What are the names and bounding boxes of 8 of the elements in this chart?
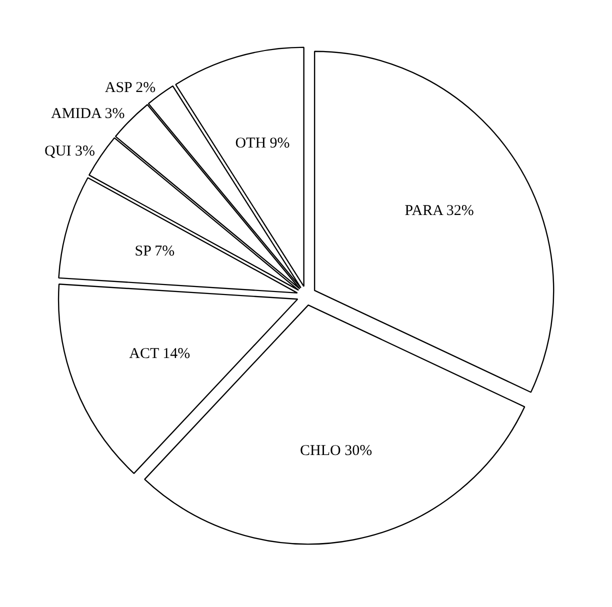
slice-label: AMIDA 3% (51, 106, 125, 122)
slice-label: QUI 3% (44, 143, 95, 160)
slice-label: SP 7% (134, 243, 175, 260)
slice-label: ACT 14% (129, 346, 190, 362)
slice-label: PARA 32% (404, 202, 474, 219)
slice-label: OTH 9% (235, 136, 290, 152)
slice-label: CHLO 30% (300, 443, 372, 460)
slice-label: ASP 2% (104, 80, 156, 96)
